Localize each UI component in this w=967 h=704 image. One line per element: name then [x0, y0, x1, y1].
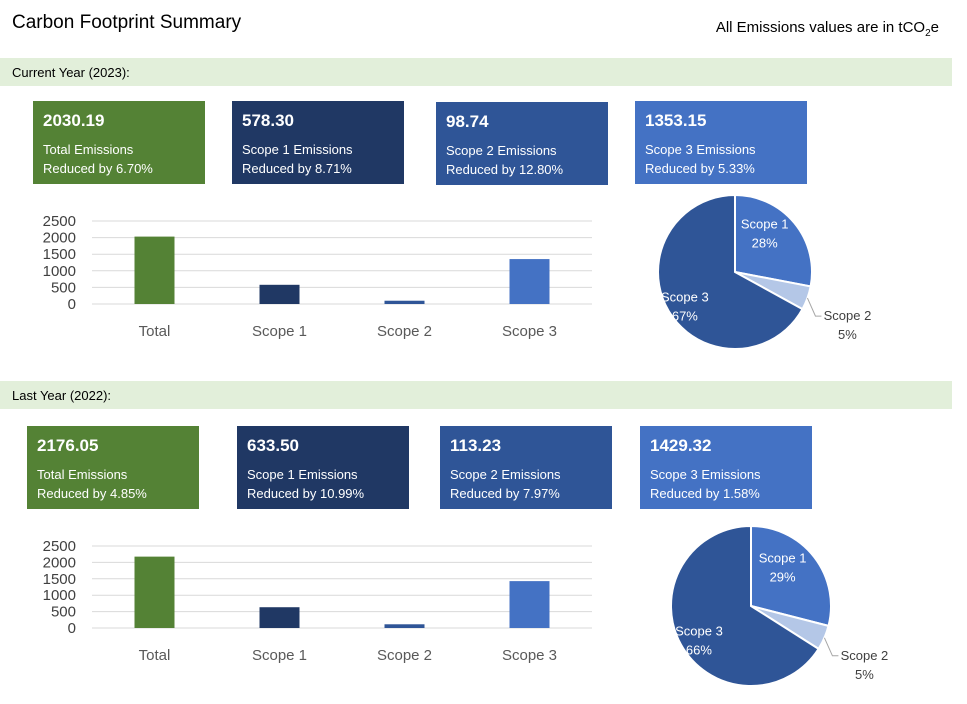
section-header-last: Last Year (2022): [0, 381, 952, 409]
card-change: Reduced by 8.71% [242, 161, 352, 176]
pie-slice-scope1 [750, 524, 832, 628]
pie-category-label: Scope 2 [824, 308, 872, 323]
card-label: Scope 1 Emissions [247, 467, 358, 482]
y-tick-label: 2000 [43, 230, 76, 247]
card-value: 2176.05 [37, 436, 99, 455]
pie-category-label: Scope 1 [759, 550, 807, 565]
card-change: Reduced by 1.58% [650, 486, 760, 501]
bar-scope3 [509, 581, 550, 628]
section-heading: Last Year (2022): [12, 388, 112, 403]
card-label: Total Emissions [37, 467, 128, 482]
bar-scope2 [384, 624, 425, 628]
pie-percent-label: 66% [686, 642, 712, 657]
pie-slice-scope1 [734, 193, 813, 288]
pie-category-label: Scope 3 [675, 623, 723, 638]
x-tick-label: Total [139, 323, 171, 340]
pie-category-label: Scope 1 [741, 216, 789, 231]
y-tick-label: 0 [68, 296, 76, 313]
units-subscript: 2 [925, 28, 931, 39]
card-change: Reduced by 10.99% [247, 486, 365, 501]
card-value: 98.74 [446, 112, 489, 131]
pie-percent-label: 28% [752, 235, 778, 250]
card-value: 2030.19 [43, 111, 105, 130]
card-change: Reduced by 4.85% [37, 486, 147, 501]
card-scope2-emissions: 113.23 Scope 2 Emissions Reduced by 7.97… [440, 426, 612, 509]
card-value: 1429.32 [650, 436, 712, 455]
card-value: 113.23 [450, 436, 502, 455]
card-total-emissions: 2030.19 Total Emissions Reduced by 6.70% [33, 101, 205, 184]
page-title: Carbon Footprint Summary [12, 12, 242, 33]
card-value: 1353.15 [645, 111, 707, 130]
card-scope2-emissions: 98.74 Scope 2 Emissions Reduced by 12.80… [436, 102, 608, 185]
card-label: Scope 3 Emissions [650, 467, 761, 482]
pie-category-label: Scope 2 [841, 648, 889, 663]
card-scope1-emissions: 633.50 Scope 1 Emissions Reduced by 10.9… [237, 426, 409, 509]
y-tick-label: 1500 [43, 571, 76, 588]
pie-percent-label: 5% [838, 327, 857, 342]
bar-scope1 [259, 607, 300, 628]
pie-slice-scope3 [657, 193, 804, 350]
y-tick-label: 2500 [43, 213, 76, 230]
pie-percent-label: 5% [855, 667, 874, 682]
card-change: Reduced by 6.70% [43, 161, 153, 176]
section-header-current: Current Year (2023): [0, 58, 952, 86]
card-label: Scope 2 Emissions [450, 467, 561, 482]
bar-total [134, 236, 175, 304]
units-suffix: e [930, 19, 939, 36]
x-tick-label: Scope 1 [252, 647, 307, 664]
x-tick-label: Scope 2 [377, 647, 432, 664]
pie-slice-scope3 [670, 524, 820, 687]
pie-category-label: Scope 3 [661, 290, 709, 305]
units-prefix: All Emissions values are in tCO [715, 19, 926, 36]
y-tick-label: 2500 [43, 538, 76, 555]
pie-chart-current: Scope 1 28% Scope 2 5% Scope 3 67% [657, 193, 872, 350]
y-tick-label: 1000 [43, 587, 76, 604]
y-tick-label: 1500 [43, 246, 76, 263]
x-tick-label: Scope 2 [377, 323, 432, 340]
x-tick-label: Total [139, 647, 171, 664]
bar-scope3 [509, 259, 550, 304]
pie-percent-label: 67% [672, 309, 698, 324]
leader-line [823, 637, 839, 657]
card-label: Scope 1 Emissions [242, 142, 353, 157]
card-value: 633.50 [247, 436, 299, 455]
bar-scope1 [259, 284, 300, 304]
y-tick-label: 500 [51, 279, 76, 296]
x-tick-label: Scope 1 [252, 323, 307, 340]
x-tick-label: Scope 3 [502, 323, 557, 340]
card-scope1-emissions: 578.30 Scope 1 Emissions Reduced by 8.71… [232, 101, 404, 184]
pie-chart-last: Scope 1 29% Scope 2 5% Scope 3 66% [670, 524, 889, 687]
card-label: Total Emissions [43, 142, 134, 157]
bar-total [134, 556, 175, 628]
leader-line [806, 297, 822, 317]
y-tick-label: 2000 [43, 554, 76, 571]
y-tick-label: 1000 [43, 263, 76, 280]
x-tick-label: Scope 3 [502, 647, 557, 664]
card-change: Reduced by 7.97% [450, 486, 560, 501]
y-tick-label: 0 [68, 620, 76, 637]
y-tick-label: 500 [51, 604, 76, 621]
card-scope3-emissions: 1429.32 Scope 3 Emissions Reduced by 1.5… [640, 426, 812, 509]
card-scope3-emissions: 1353.15 Scope 3 Emissions Reduced by 5.3… [635, 101, 807, 184]
card-change: Reduced by 5.33% [645, 161, 755, 176]
units-note: All Emissions values are in tCO2e [716, 19, 939, 39]
card-total-emissions: 2176.05 Total Emissions Reduced by 4.85% [27, 426, 199, 509]
card-label: Scope 2 Emissions [446, 143, 557, 158]
card-label: Scope 3 Emissions [645, 142, 756, 157]
card-change: Reduced by 12.80% [446, 162, 564, 177]
pie-percent-label: 29% [770, 569, 796, 584]
section-heading: Current Year (2023): [12, 65, 130, 80]
card-value: 578.30 [242, 111, 294, 130]
bar-scope2 [384, 300, 425, 304]
